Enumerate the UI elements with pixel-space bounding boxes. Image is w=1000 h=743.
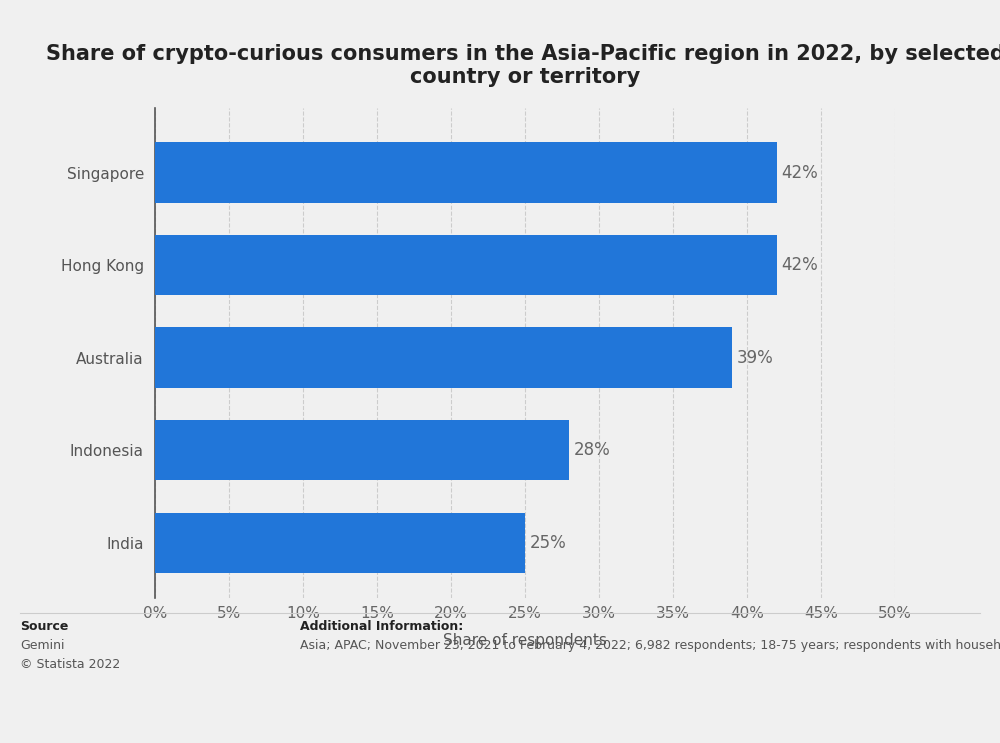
Text: Asia; APAC; November 23, 2021 to February 4, 2022; 6,982 respondents; 18-75 year: Asia; APAC; November 23, 2021 to Februar… [300,620,1000,652]
Text: 39%: 39% [737,348,773,366]
X-axis label: Share of respondents: Share of respondents [443,632,607,648]
Text: 25%: 25% [529,533,566,551]
Bar [155,235,777,295]
Title: Share of crypto-curious consumers in the Asia-Pacific region in 2022, by selecte: Share of crypto-curious consumers in the… [46,44,1000,87]
Bar [155,328,732,388]
Text: 42%: 42% [781,256,818,274]
Text: Source: Source [20,620,68,633]
Text: 28%: 28% [574,441,611,459]
Bar [155,143,777,203]
Text: Additional Information:: Additional Information: [300,620,463,633]
Bar [155,513,525,573]
Text: 42%: 42% [781,163,818,181]
Bar [155,420,569,480]
Text: Gemini
© Statista 2022: Gemini © Statista 2022 [20,620,120,672]
